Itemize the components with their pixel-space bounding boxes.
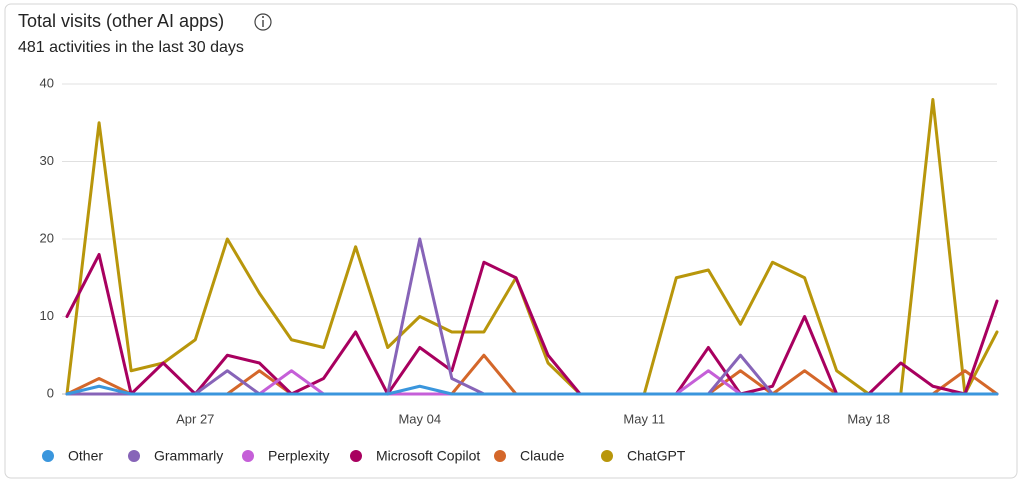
chart-subtitle: 481 activities in the last 30 days	[18, 39, 244, 56]
y-tick-label: 0	[47, 385, 54, 400]
legend-swatch	[601, 450, 613, 462]
legend-label: Microsoft Copilot	[376, 448, 480, 464]
legend-swatch	[242, 450, 254, 462]
legend-swatch	[350, 450, 362, 462]
legend-label: ChatGPT	[627, 448, 686, 464]
x-tick-label: May 04	[398, 411, 441, 426]
legend-label: Grammarly	[154, 448, 223, 464]
legend-swatch	[494, 450, 506, 462]
legend-label: Claude	[520, 448, 565, 464]
y-tick-label: 20	[40, 230, 54, 245]
y-tick-label: 40	[40, 75, 54, 90]
y-tick-label: 30	[40, 153, 54, 168]
y-tick-label: 10	[40, 308, 54, 323]
x-tick-label: Apr 27	[176, 411, 214, 426]
x-tick-label: May 18	[847, 411, 890, 426]
series-line	[65, 384, 999, 396]
legend-label: Perplexity	[268, 448, 329, 464]
legend-label: Other	[68, 448, 103, 464]
card	[4, 3, 1018, 479]
x-tick-label: May 11	[623, 411, 665, 426]
legend-swatch	[42, 450, 54, 462]
chart-title: Total visits (other AI apps)	[18, 11, 224, 31]
legend-swatch	[128, 450, 140, 462]
info-icon[interactable]	[254, 13, 272, 31]
